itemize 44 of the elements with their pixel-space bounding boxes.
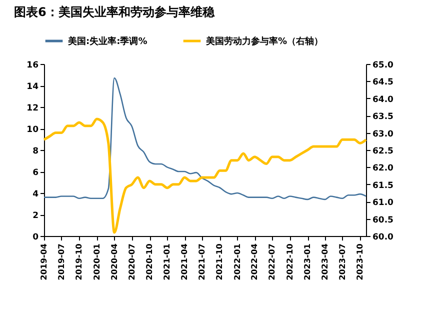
y2-tick-label: 65.0 (372, 60, 394, 70)
x-tick-label: 2019-10 (74, 243, 84, 280)
y2-tick-label: 60.5 (372, 215, 394, 226)
y2-tick-label: 61.5 (372, 180, 394, 191)
x-tick-label: 2023-10 (356, 243, 365, 280)
y-tick-label: 8 (32, 146, 39, 156)
x-tick-label: 2022-10 (285, 243, 294, 280)
legend-label: 美国劳动力参与率%（右轴） (205, 36, 324, 47)
legend-label: 美国:失业率:季调% (67, 36, 148, 47)
y-tick-label: 6 (32, 168, 39, 178)
y2-tick-label: 62.0 (372, 164, 394, 174)
chart-title: 图表6：美国失业率和劳动参与率维稳 (14, 5, 216, 19)
x-tick-label: 2022-07 (268, 244, 277, 280)
y2-tick-label: 61.0 (372, 198, 394, 208)
y-tick-label: 4 (32, 190, 39, 200)
y2-tick-label: 63.0 (372, 129, 394, 140)
x-tick-label: 2021-04 (180, 243, 190, 280)
x-tick-label: 2021-01 (162, 243, 172, 280)
y-tick-label: 14 (26, 82, 39, 92)
x-tick-label: 2020-07 (127, 244, 136, 280)
x-tick-label: 2020-04 (110, 243, 119, 280)
x-tick-label: 2020-01 (92, 243, 102, 280)
x-tick-label: 2023-04 (320, 243, 330, 280)
x-tick-label: 2022-04 (250, 243, 260, 280)
x-tick-label: 2022-01 (232, 243, 242, 280)
x-tick-label: 2023-07 (338, 244, 347, 280)
x-tick-label: 2019-07 (56, 244, 66, 280)
y2-tick-label: 60.0 (372, 232, 394, 242)
y2-tick-label: 62.5 (372, 146, 394, 156)
line-series (42, 118, 368, 234)
x-tick-label: 2021-10 (215, 243, 224, 280)
y2-tick-label: 63.5 (372, 112, 394, 122)
y2-tick-label: 64.5 (372, 78, 394, 88)
x-tick-label: 2019-04 (40, 243, 48, 280)
line-series (43, 77, 367, 200)
y-tick-label: 16 (26, 60, 39, 70)
y-tick-label: 10 (26, 125, 39, 135)
x-tick-label: 2023-01 (303, 243, 312, 280)
y-tick-label: 12 (26, 104, 39, 114)
y2-tick-label: 64.0 (372, 94, 394, 105)
x-tick-label: 2020-10 (145, 243, 154, 280)
y-tick-label: 0 (32, 232, 39, 242)
x-tick-label: 2021-07 (198, 244, 207, 280)
y-tick-label: 2 (32, 211, 39, 221)
